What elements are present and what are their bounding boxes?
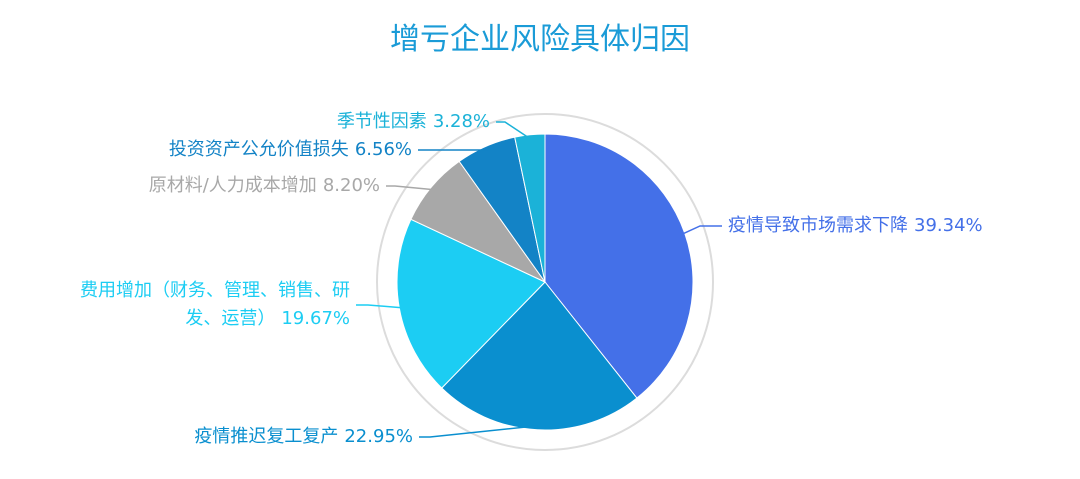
slice-label: 原材料/人力成本增加 8.20%: [149, 172, 380, 200]
slice-label: 疫情推迟复工复产 22.95%: [194, 423, 413, 451]
value-label: 3.28%: [432, 111, 490, 132]
slice-label: 费用增加（财务、管理、销售、研发、运营） 19.67%: [80, 277, 350, 333]
value-label: 6.56%: [354, 139, 412, 160]
pie-slice: [514, 133, 546, 283]
slice-label: 疫情导致市场需求下降 39.34%: [728, 212, 983, 240]
outer-ring: [376, 113, 714, 451]
leader-line: [680, 225, 722, 236]
category-label: 季节性因素: [336, 111, 427, 132]
slice-label: 投资资产公允价值损失 6.56%: [169, 136, 412, 164]
leader-line: [419, 425, 538, 438]
slice-label: 季节性因素 3.28%: [337, 108, 490, 136]
chart-title: 增亏企业风险具体归因: [390, 22, 690, 57]
category-label: 投资资产公允价值损失: [168, 139, 349, 160]
leader-line: [356, 304, 404, 309]
value-label: 19.67%: [281, 308, 350, 329]
category-label: 原材料/人力成本增加: [148, 175, 317, 196]
leader-line: [386, 185, 435, 191]
value-label: 22.95%: [344, 426, 413, 447]
value-label: 39.34%: [914, 215, 983, 236]
pie-slice: [396, 218, 546, 389]
category-label: 疫情推迟复工复产: [194, 426, 339, 447]
category-label: 费用增加（财务、管理、销售、研发、运营）: [80, 280, 350, 329]
pie-slice: [441, 281, 638, 431]
value-label: 8.20%: [322, 175, 380, 196]
leader-line: [496, 121, 531, 140]
category-label: 疫情导致市场需求下降: [728, 215, 908, 236]
